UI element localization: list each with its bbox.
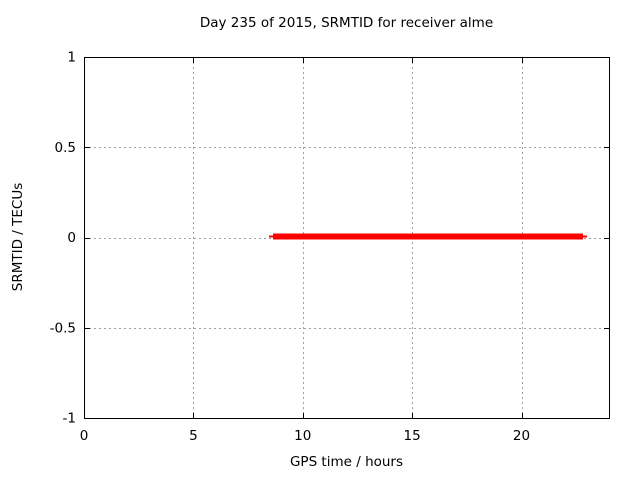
x-tick-label: 0 [80, 428, 89, 444]
plot-border [84, 57, 610, 419]
chart-title: Day 235 of 2015, SRMTID for receiver alm… [199, 15, 494, 31]
x-tick-label: 20 [513, 428, 530, 444]
y-tick-label: 0.5 [55, 140, 76, 156]
y-axis-label: SRMTID / TECUs [10, 182, 26, 292]
y-tick-label: -0.5 [50, 320, 76, 336]
x-tick-label: 15 [404, 428, 421, 444]
y-tick-label: 0 [67, 230, 76, 246]
y-tick-label: -1 [63, 411, 76, 427]
y-tick-label: 1 [67, 50, 76, 66]
x-tick-label: 10 [294, 428, 311, 444]
x-axis-label: GPS time / hours [289, 454, 404, 470]
x-tick-label: 5 [189, 428, 198, 444]
